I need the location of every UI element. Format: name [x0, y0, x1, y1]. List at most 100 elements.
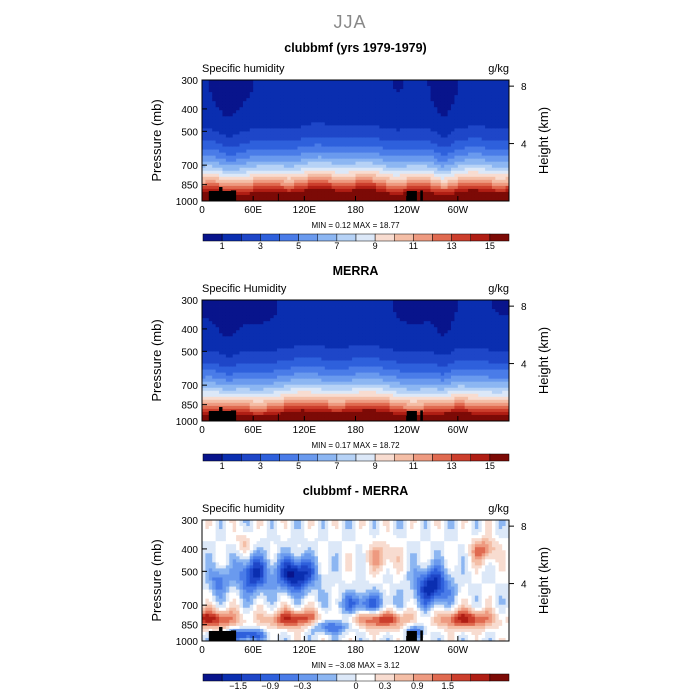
- contour-cell: [242, 348, 247, 352]
- contour-cell: [324, 89, 329, 93]
- contour-cell: [396, 170, 401, 175]
- contour-cell: [229, 83, 234, 87]
- contour-cell: [406, 176, 411, 181]
- contour-cell: [321, 155, 326, 160]
- contour-cell: [430, 188, 435, 193]
- contour-cell: [212, 167, 217, 172]
- contour-cell: [488, 191, 493, 196]
- contour-cell: [321, 140, 326, 144]
- contour-cell: [416, 140, 421, 144]
- contour-cell: [338, 173, 343, 178]
- contour-cell: [396, 137, 401, 141]
- contour-cell: [280, 399, 285, 404]
- contour-cell: [505, 188, 510, 193]
- contour-cell: [328, 194, 333, 199]
- contour-cell: [451, 191, 455, 196]
- contour-cell: [389, 182, 394, 187]
- contour-cell: [263, 158, 268, 163]
- contour-cell: [321, 152, 326, 157]
- contour-cell: [311, 176, 315, 181]
- contour-cell: [277, 191, 281, 196]
- contour-cell: [283, 80, 288, 84]
- contour-cell: [311, 369, 315, 373]
- contour-cell: [294, 303, 298, 307]
- contour-cell: [297, 194, 302, 199]
- contour-cell: [263, 161, 268, 166]
- contour-cell: [399, 161, 404, 166]
- contour-cell: [331, 197, 336, 202]
- contour-cell: [273, 306, 278, 310]
- contour-cell: [294, 113, 298, 117]
- contour-cell: [375, 149, 380, 153]
- contour-cell: [236, 318, 240, 322]
- contour-cell: [423, 152, 428, 157]
- contour-cell: [225, 182, 230, 187]
- contour-cell: [321, 119, 326, 123]
- contour-cell: [232, 89, 237, 93]
- contour-cell: [290, 378, 295, 383]
- contour-cell: [348, 101, 353, 105]
- contour-cell: [416, 119, 421, 123]
- contour-cell: [222, 405, 227, 410]
- contour-cell: [280, 104, 285, 108]
- contour-cell: [451, 140, 455, 144]
- contour-cell: [205, 152, 210, 157]
- contour-cell: [249, 167, 254, 172]
- contour-cell: [259, 345, 264, 349]
- x-tick-label: 120E: [293, 205, 317, 216]
- contour-cell: [239, 191, 244, 196]
- contour-cell: [478, 110, 483, 114]
- contour-cell: [222, 167, 227, 172]
- contour-cell: [290, 360, 295, 364]
- contour-cell: [372, 164, 377, 169]
- contour-cell: [273, 399, 278, 404]
- contour-cell: [430, 176, 435, 181]
- contour-cell: [317, 83, 322, 87]
- contour-cell: [386, 92, 391, 96]
- contour-cell: [502, 194, 506, 199]
- contour-cell: [246, 348, 251, 352]
- contour-cell: [290, 381, 295, 386]
- contour-cell: [372, 122, 377, 126]
- contour-cell: [413, 164, 418, 169]
- contour-cell: [317, 146, 322, 150]
- contour-cell: [369, 131, 373, 135]
- contour-cell: [232, 405, 237, 410]
- contour-cell: [225, 351, 230, 355]
- contour-cell: [358, 176, 363, 181]
- contour-cell: [406, 128, 411, 132]
- contour-cell: [215, 402, 220, 407]
- contour-cell: [236, 134, 240, 138]
- contour-field: [202, 300, 510, 422]
- contour-cell: [335, 140, 339, 144]
- contour-cell: [430, 83, 435, 87]
- contour-cell: [273, 173, 278, 178]
- contour-cell: [280, 327, 285, 331]
- contour-cell: [471, 119, 476, 123]
- contour-cell: [249, 95, 254, 99]
- contour-cell: [502, 110, 506, 114]
- contour-cell: [290, 86, 295, 90]
- contour-cell: [331, 161, 336, 166]
- contour-cell: [215, 80, 220, 84]
- contour-cell: [297, 393, 302, 398]
- contour-cell: [266, 360, 271, 364]
- contour-cell: [202, 170, 206, 175]
- contour-cell: [314, 143, 319, 147]
- contour-cell: [205, 143, 210, 147]
- contour-cell: [454, 95, 459, 99]
- contour-cell: [495, 128, 500, 132]
- contour-cell: [471, 191, 476, 196]
- contour-cell: [481, 86, 486, 90]
- contour-cell: [202, 128, 206, 132]
- contour-cell: [249, 360, 254, 364]
- contour-cell: [300, 393, 305, 398]
- contour-cell: [311, 95, 315, 99]
- contour-cell: [229, 300, 234, 304]
- contour-cell: [277, 342, 281, 346]
- contour-cell: [277, 402, 281, 407]
- contour-cell: [205, 360, 210, 364]
- contour-cell: [311, 411, 315, 416]
- contour-cell: [478, 167, 483, 172]
